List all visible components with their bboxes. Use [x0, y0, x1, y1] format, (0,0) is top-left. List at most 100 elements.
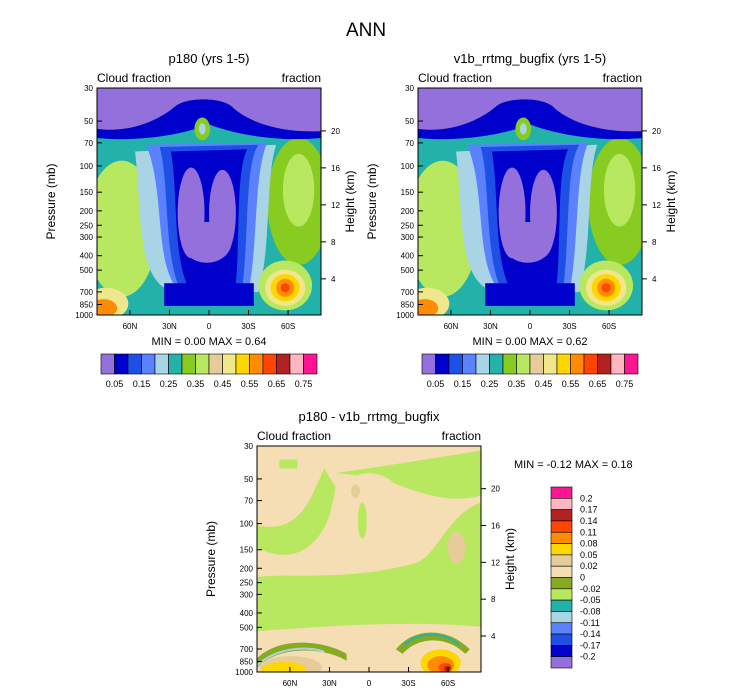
height-tick-label: 16: [491, 522, 500, 531]
pressure-tick-label: 100: [240, 520, 254, 529]
colorbar-swatch: [583, 353, 598, 375]
colorbar-label: 0.02: [580, 561, 598, 571]
colorbar-swatch: [550, 531, 573, 544]
pressure-tick-label: 700: [240, 645, 254, 654]
colorbar-swatch: [550, 588, 573, 601]
contour-field: [257, 446, 481, 672]
y-axis-right-label: Height (km): [503, 528, 517, 590]
contour-level: [601, 283, 611, 293]
chart-title: v1b_rrtmg_bugfix (yrs 1-5): [454, 51, 606, 66]
colorbar-label: 0.15: [454, 379, 472, 389]
contour-level: [257, 647, 325, 666]
pressure-tick-label: 850: [240, 658, 254, 667]
contour-level: [418, 299, 439, 315]
colorbar-swatch: [550, 577, 573, 590]
contour-level: [404, 633, 460, 646]
pressure-tick-label: 850: [401, 300, 415, 309]
pressure-tick-label: 100: [401, 162, 415, 171]
pressure-tick-label: 150: [240, 546, 254, 555]
pressure-tick-label: 400: [80, 252, 94, 261]
contour-level: [444, 665, 451, 672]
colorbar-label: 0.65: [589, 379, 607, 389]
colorbar-label: 0.75: [295, 379, 313, 389]
colorbar-label: -0.17: [580, 640, 601, 650]
height-tick-label: 4: [652, 275, 657, 284]
pressure-tick-label: 700: [80, 288, 94, 297]
colorbar-swatch: [235, 353, 250, 375]
colorbar-swatch: [462, 353, 477, 375]
colorbar-swatch: [550, 633, 573, 646]
lat-tick-label: 0: [528, 322, 533, 331]
height-tick-label: 4: [331, 275, 336, 284]
colorbar-swatch: [550, 520, 573, 533]
chart-title: p180 - v1b_rrtmg_bugfix: [299, 409, 440, 424]
colorbar-label: -0.11: [580, 618, 600, 628]
lat-tick-label: 60S: [281, 322, 295, 331]
contour-level: [282, 153, 315, 227]
lat-tick-label: 30N: [162, 322, 177, 331]
y-axis-label: Pressure (mb): [44, 163, 58, 239]
colorbar-swatch: [550, 599, 573, 612]
lat-tick-label: 0: [367, 679, 372, 688]
colorbar-swatch: [141, 353, 156, 375]
pressure-tick-label: 50: [84, 117, 93, 126]
colorbar-label: 0.25: [481, 379, 499, 389]
contour-level: [257, 502, 481, 632]
pressure-tick-label: 100: [80, 162, 94, 171]
colorbar-swatch: [550, 622, 573, 635]
colorbar-label: 0.45: [535, 379, 553, 389]
pressure-tick-label: 150: [401, 188, 415, 197]
colorbar-label: 0: [580, 573, 585, 583]
pressure-tick-label: 200: [80, 207, 94, 216]
contour-level: [351, 484, 361, 498]
contour-level: [97, 299, 118, 315]
lat-tick-label: 60N: [283, 679, 298, 688]
pressure-tick-label: 200: [401, 207, 415, 216]
colorbar-swatch: [550, 498, 573, 510]
height-tick-label: 16: [652, 164, 661, 173]
lat-tick-label: 60S: [602, 322, 616, 331]
colorbar-swatch: [550, 486, 573, 499]
y-axis-right-label: Height (km): [664, 170, 678, 232]
contour-level: [261, 661, 307, 672]
colorbar-swatch: [597, 353, 612, 375]
lat-tick-label: 30S: [401, 679, 415, 688]
lat-tick-label: 30S: [241, 322, 255, 331]
colorbar-swatch: [222, 353, 237, 375]
contour-level: [164, 283, 254, 306]
colorbar-swatch: [550, 645, 573, 657]
contour-level: [97, 88, 321, 132]
pressure-tick-label: 1000: [75, 311, 93, 320]
height-tick-label: 8: [652, 238, 657, 247]
lat-tick-label: 30S: [562, 322, 576, 331]
contour-level: [279, 459, 298, 469]
colorbar-label: 0.05: [106, 379, 124, 389]
colorbar-swatch: [502, 353, 517, 375]
colorbar-swatch: [550, 509, 573, 522]
colorbar-label: 0.08: [580, 539, 598, 549]
colorbar-swatch: [127, 353, 142, 375]
colorbar-swatch: [181, 353, 196, 375]
left-string: Cloud fraction: [418, 71, 492, 85]
pressure-tick-label: 300: [401, 233, 415, 242]
pressure-tick-label: 30: [84, 84, 93, 93]
lat-tick-label: 0: [207, 322, 212, 331]
colorbar-swatch: [195, 353, 210, 375]
contour-level: [257, 642, 347, 668]
colorbar-label: -0.05: [580, 595, 601, 605]
page-title: ANN: [346, 20, 386, 41]
chart-title: p180 (yrs 1-5): [169, 51, 250, 66]
colorbar-swatch: [570, 353, 585, 375]
min-max-label: MIN = 0.00 MAX = 0.64: [152, 336, 267, 348]
colorbar-swatch: [543, 353, 558, 375]
colorbar-swatch: [448, 353, 463, 375]
y-axis-label: Pressure (mb): [365, 163, 379, 239]
contour-level: [330, 473, 408, 555]
height-tick-label: 8: [331, 238, 336, 247]
colorbar-swatch: [610, 353, 625, 375]
contour-level: [97, 99, 321, 140]
min-max-label: MIN = -0.12 MAX = 0.18: [514, 459, 633, 471]
right-string: fraction: [442, 429, 481, 443]
colorbar-swatch: [475, 353, 490, 375]
lat-tick-label: 60N: [444, 322, 459, 331]
